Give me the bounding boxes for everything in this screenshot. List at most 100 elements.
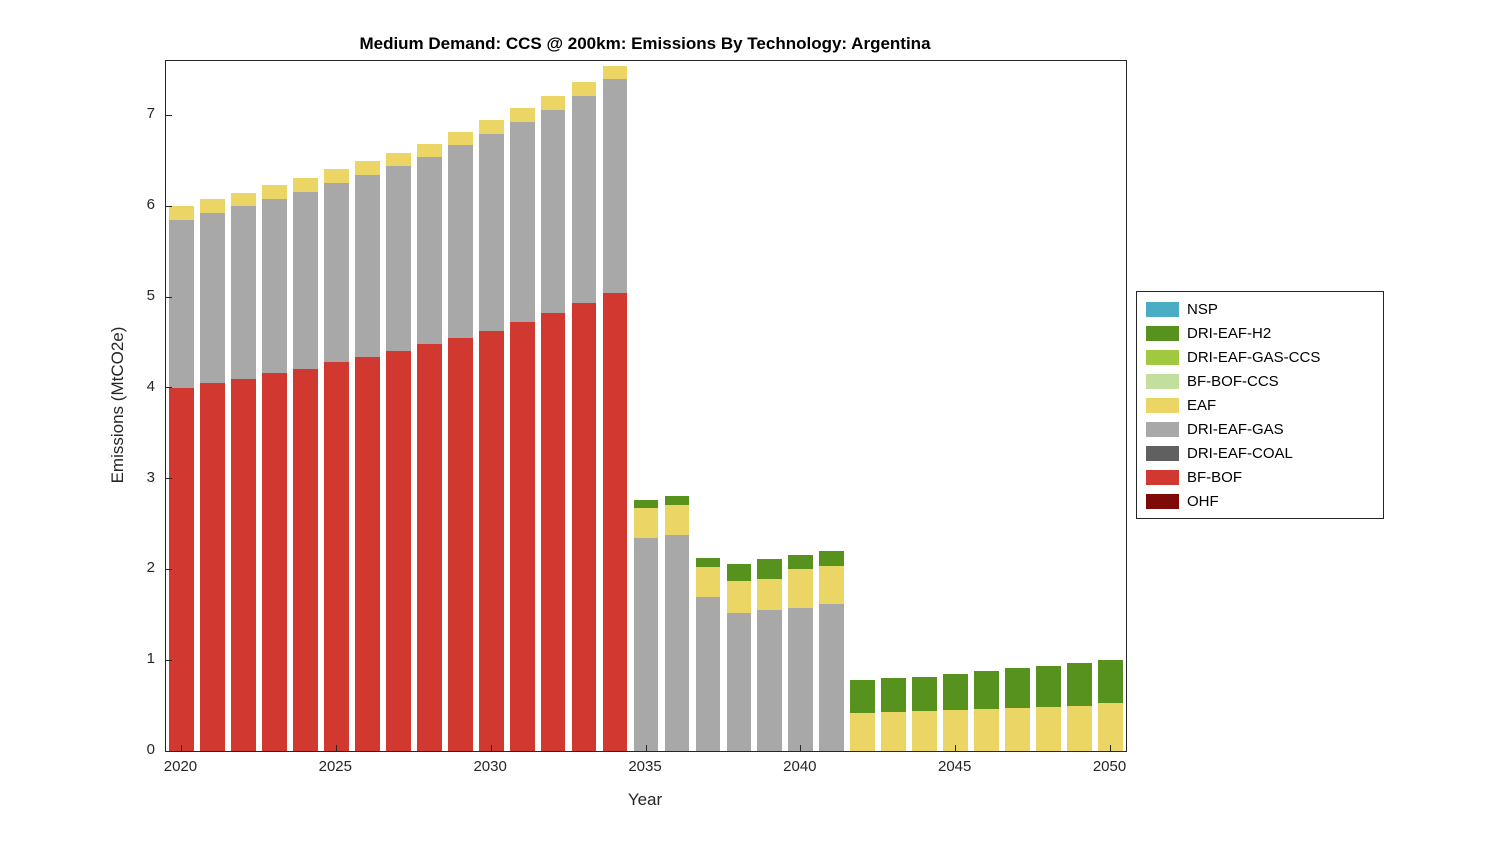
legend-label: NSP — [1187, 300, 1218, 318]
legend-item-eaf: EAF — [1137, 393, 1383, 417]
bar-segment-dri-eaf-gas — [416, 157, 442, 345]
bar-segment-dri-eaf-gas — [633, 537, 659, 751]
bar-segment-eaf — [1098, 702, 1123, 751]
legend-swatch-ohf — [1146, 493, 1179, 509]
legend-swatch-dri-eaf-gas-ccs — [1146, 349, 1179, 365]
y-tick-label: 6 — [146, 196, 155, 214]
x-tick-label: 2025 — [318, 758, 352, 775]
plot-area — [165, 60, 1127, 752]
legend-item-nsp: NSP — [1137, 297, 1383, 321]
bar-segment-eaf — [323, 169, 349, 183]
x-tick-label: 2040 — [783, 758, 817, 775]
bar-segment-eaf — [726, 581, 752, 613]
bar-segment-eaf — [416, 143, 442, 158]
y-tick-mark — [166, 114, 172, 116]
bar-segment-dri-eaf-gas — [695, 596, 721, 751]
x-tick-mark — [1110, 745, 1112, 751]
chart-title: Medium Demand: CCS @ 200km: Emissions By… — [359, 34, 931, 53]
bar-segment-dri-eaf-gas — [757, 610, 783, 751]
bar-segment-eaf — [757, 578, 783, 611]
bar-segment-eaf — [819, 565, 845, 604]
bar-segment-eaf — [850, 712, 876, 751]
bar-segment-dri-eaf-h2 — [912, 676, 938, 712]
legend-label: EAF — [1187, 396, 1217, 414]
y-tick-label: 2 — [146, 559, 155, 577]
bar-segment-dri-eaf-h2 — [850, 680, 876, 713]
bar-segment-bf-bof — [540, 312, 566, 751]
bar-segment-bf-bof — [292, 368, 318, 751]
bar-segment-dri-eaf-h2 — [726, 563, 752, 582]
bar-segment-dri-eaf-h2 — [1005, 668, 1030, 709]
bar-segment-dri-eaf-gas — [231, 206, 256, 379]
bar-segment-dri-eaf-h2 — [664, 495, 690, 505]
bar-segment-bf-bof — [509, 321, 535, 751]
y-tick-mark — [166, 205, 172, 207]
legend-item-ohf: OHF — [1137, 489, 1383, 513]
x-tick-mark — [645, 745, 647, 751]
legend-item-dri-eaf-gas-ccs: DRI-EAF-GAS-CCS — [1137, 345, 1383, 369]
legend: NSP DRI-EAF-H2 DRI-EAF-GAS-CCS BF-BOF-CCS EA… — [1136, 291, 1384, 519]
bar-segment-dri-eaf-gas — [726, 613, 752, 751]
x-tick-mark — [180, 745, 182, 751]
bar-segment-dri-eaf-gas — [200, 212, 225, 384]
bar-segment-eaf — [633, 507, 659, 538]
x-tick-label: 2045 — [937, 758, 972, 775]
bar-segment-eaf — [385, 152, 411, 167]
y-tick-label: 7 — [146, 105, 155, 123]
legend-label: BF-BOF — [1187, 468, 1242, 486]
legend-label: BF-BOF-CCS — [1187, 372, 1279, 390]
legend-swatch-dri-eaf-gas — [1146, 421, 1179, 437]
bar-segment-dri-eaf-gas — [262, 199, 287, 374]
x-tick-mark — [800, 745, 802, 751]
bar-segment-eaf — [664, 504, 690, 535]
bar-segment-dri-eaf-gas — [169, 219, 194, 388]
bar-segment-eaf — [974, 709, 1000, 751]
legend-label: OHF — [1187, 492, 1219, 510]
y-tick-label: 4 — [146, 377, 155, 395]
bar-segment-dri-eaf-gas — [478, 133, 504, 331]
x-tick-mark — [955, 745, 957, 751]
legend-swatch-eaf — [1146, 397, 1179, 413]
bar-segment-dri-eaf-h2 — [757, 559, 783, 579]
bar-segment-bf-bof — [169, 387, 194, 751]
y-tick-mark — [166, 296, 172, 298]
bar-segment-bf-bof — [571, 303, 597, 751]
bar-segment-dri-eaf-gas — [447, 145, 473, 338]
bar-segment-dri-eaf-gas — [385, 166, 411, 351]
y-tick-mark — [166, 750, 172, 751]
bar-segment-eaf — [943, 710, 969, 751]
bar-segment-bf-bof — [323, 362, 349, 751]
y-tick-mark — [166, 387, 172, 389]
bar-segment-bf-bof — [416, 344, 442, 751]
bar-segment-eaf — [354, 160, 380, 175]
legend-item-bf-bof-ccs: BF-BOF-CCS — [1137, 369, 1383, 393]
bar-segment-dri-eaf-gas — [292, 191, 318, 369]
x-tick-label: 2050 — [1092, 758, 1127, 775]
bar-segment-dri-eaf-gas — [540, 110, 566, 313]
legend-swatch-bf-bof — [1146, 469, 1179, 485]
bar-segment-eaf — [509, 108, 535, 122]
y-tick-label: 1 — [146, 650, 155, 668]
bar-segment-bf-bof — [231, 378, 256, 751]
legend-swatch-dri-eaf-h2 — [1146, 325, 1179, 341]
bar-segment-eaf — [1005, 708, 1030, 751]
bar-segment-eaf — [695, 566, 721, 597]
bar-segment-eaf — [571, 81, 597, 96]
x-tick-label: 2020 — [163, 758, 198, 775]
bar-segment-bf-bof — [200, 383, 225, 751]
bar-segment-dri-eaf-h2 — [1098, 660, 1123, 703]
y-tick-label: 0 — [146, 741, 155, 758]
bar-segment-dri-eaf-h2 — [1036, 665, 1061, 708]
bar-segment-bf-bof — [447, 337, 473, 751]
bar-segment-eaf — [231, 192, 256, 207]
bar-segment-eaf — [540, 96, 566, 111]
bar-segment-dri-eaf-h2 — [881, 678, 907, 712]
bar-segment-dri-eaf-gas — [602, 79, 628, 293]
bar-segment-dri-eaf-h2 — [974, 671, 1000, 710]
bar-segment-eaf — [169, 206, 194, 220]
bar-segment-dri-eaf-gas — [664, 534, 690, 751]
bar-segment-eaf — [788, 569, 814, 608]
bar-segment-dri-eaf-gas — [509, 121, 535, 322]
bar-segment-dri-eaf-h2 — [633, 500, 659, 508]
